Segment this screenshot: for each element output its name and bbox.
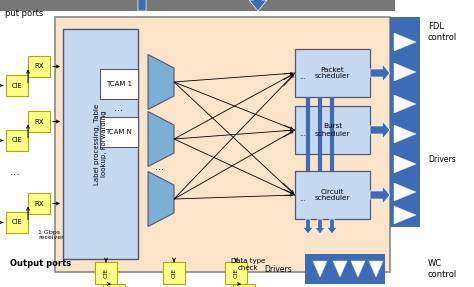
Polygon shape (327, 219, 337, 234)
Bar (0, 0, 395, 11)
Bar (28, 111, 50, 132)
Text: CIE: CIE (12, 137, 22, 144)
Bar (28, 193, 50, 214)
Bar (390, 17, 420, 227)
Text: RX: RX (34, 119, 44, 125)
Text: ...: ... (300, 196, 306, 202)
Bar (295, 106, 370, 154)
Text: ...: ... (300, 74, 306, 80)
Text: Drivers: Drivers (428, 154, 456, 164)
Polygon shape (351, 261, 365, 277)
Polygon shape (148, 112, 174, 166)
Polygon shape (370, 186, 390, 204)
Bar (6, 130, 28, 151)
Bar (100, 117, 138, 147)
Text: Output ports: Output ports (10, 259, 71, 269)
Bar (6, 212, 28, 233)
Polygon shape (303, 219, 313, 234)
Polygon shape (148, 172, 174, 226)
Bar (63, 29, 138, 259)
Polygon shape (249, 0, 267, 11)
Polygon shape (370, 121, 390, 139)
Bar (100, 69, 138, 99)
Bar (233, 284, 255, 287)
Text: RX: RX (34, 63, 44, 69)
Text: TCAM 1: TCAM 1 (106, 81, 132, 87)
Text: CIE: CIE (12, 82, 22, 88)
Bar (28, 56, 50, 77)
Bar (95, 262, 117, 284)
Polygon shape (394, 155, 416, 173)
Text: CIE: CIE (12, 220, 22, 226)
Text: Data type
check: Data type check (231, 257, 265, 271)
Text: CIE: CIE (172, 268, 176, 278)
Text: ...: ... (9, 167, 20, 177)
Text: TCAM N: TCAM N (106, 129, 132, 135)
Text: Burst
scheduler: Burst scheduler (315, 123, 350, 137)
Bar (305, 254, 385, 284)
Text: ...: ... (300, 131, 306, 137)
Text: FDL
control: FDL control (428, 22, 457, 42)
Text: Circuit
scheduler: Circuit scheduler (315, 189, 350, 201)
Text: WC
control: WC control (428, 259, 457, 279)
Bar (295, 49, 370, 97)
Polygon shape (394, 206, 416, 224)
Text: CIE: CIE (103, 268, 109, 278)
Text: ...: ... (115, 103, 124, 113)
Bar (295, 171, 370, 219)
Polygon shape (394, 125, 416, 143)
Polygon shape (369, 261, 383, 277)
Text: 1 Gbps
receiver: 1 Gbps receiver (38, 230, 64, 241)
Polygon shape (394, 63, 416, 81)
Text: Drivers: Drivers (264, 265, 292, 274)
Text: Packet
scheduler: Packet scheduler (315, 67, 350, 79)
Text: Label processing, Table
lookup, Forwarding: Label processing, Table lookup, Forwardi… (94, 103, 107, 185)
Text: RX: RX (34, 201, 44, 207)
Polygon shape (148, 55, 174, 110)
Polygon shape (394, 183, 416, 201)
Polygon shape (394, 33, 416, 51)
Polygon shape (315, 219, 325, 234)
Text: CIE: CIE (234, 268, 238, 278)
Bar (103, 284, 125, 287)
Polygon shape (394, 95, 416, 113)
Polygon shape (133, 0, 151, 11)
Text: put ports: put ports (5, 9, 43, 18)
Bar (163, 262, 185, 284)
Bar (55, 17, 390, 272)
Polygon shape (333, 261, 347, 277)
Text: ...: ... (155, 162, 164, 172)
Bar (6, 75, 28, 96)
Polygon shape (313, 261, 327, 277)
Polygon shape (370, 64, 390, 82)
Bar (225, 262, 247, 284)
